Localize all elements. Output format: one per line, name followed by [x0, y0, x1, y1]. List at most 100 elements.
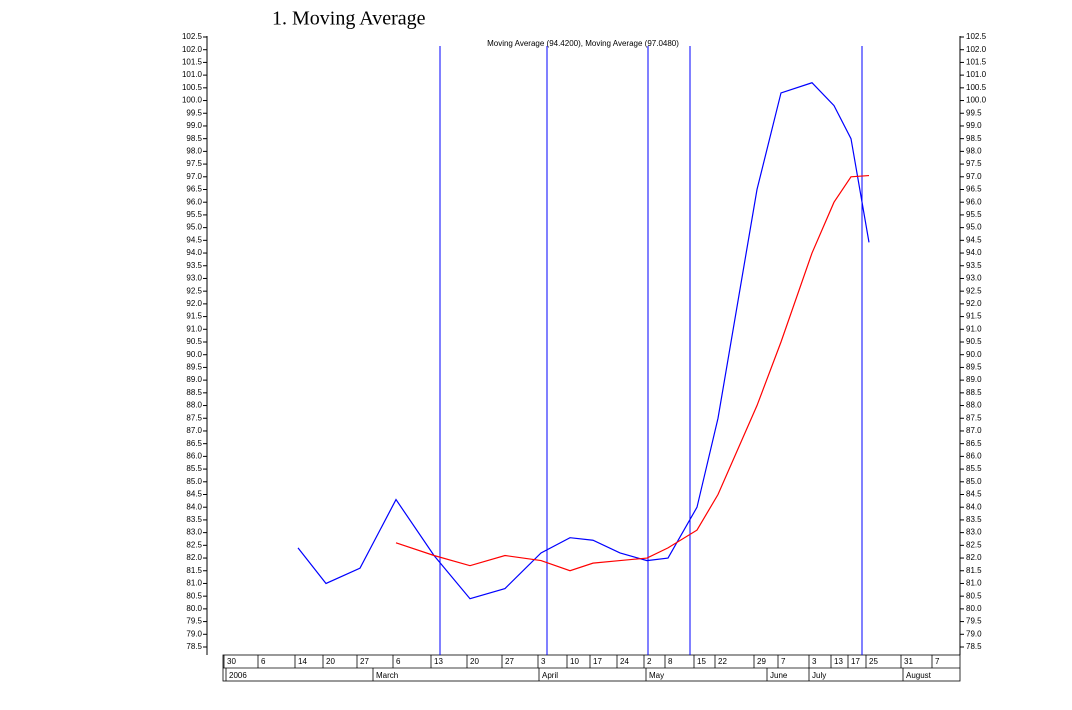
y2-tick-label: 93.5 — [966, 261, 982, 270]
y-tick-label: 81.0 — [186, 579, 202, 588]
x-tick-label: 27 — [360, 657, 369, 666]
y-tick-label: 90.5 — [186, 337, 202, 346]
y-tick-label: 85.5 — [186, 464, 202, 473]
x-tick-label: 24 — [620, 657, 629, 666]
y-tick-label: 87.0 — [186, 426, 202, 435]
x-tick-label: 25 — [869, 657, 878, 666]
y2-tick-label: 85.0 — [966, 477, 982, 486]
month-label: August — [906, 671, 932, 680]
y2-tick-label: 102.0 — [966, 45, 987, 54]
y-tick-label: 84.0 — [186, 502, 202, 511]
x-tick-label: 10 — [570, 657, 579, 666]
series-line — [297, 82, 870, 600]
month-label: July — [812, 671, 826, 680]
x-tick-label: 7 — [935, 657, 940, 666]
y-tick-label: 80.0 — [186, 604, 202, 613]
y-tick-label: 96.0 — [186, 197, 202, 206]
x-tick-label: 15 — [697, 657, 706, 666]
y2-tick-label: 86.5 — [966, 439, 982, 448]
y-tick-label: 92.5 — [186, 286, 202, 295]
y2-tick-label: 96.5 — [966, 185, 982, 194]
y-tick-label: 99.5 — [186, 108, 202, 117]
y-tick-label: 98.0 — [186, 146, 202, 155]
y-tick-label: 92.0 — [186, 299, 202, 308]
x-tick-label: 2 — [647, 657, 652, 666]
y-tick-label: 84.5 — [186, 490, 202, 499]
x-tick-label: 13 — [834, 657, 843, 666]
month-label: May — [649, 671, 664, 680]
y2-tick-label: 99.0 — [966, 121, 982, 130]
y2-tick-label: 90.0 — [966, 350, 982, 359]
heading: 1. Moving Average — [272, 8, 426, 30]
x-tick-label: 17 — [593, 657, 602, 666]
y-tick-label: 79.0 — [186, 629, 202, 638]
y2-tick-label: 83.0 — [966, 528, 982, 537]
y2-tick-label: 88.5 — [966, 388, 982, 397]
x-tick-label: 6 — [261, 657, 266, 666]
y-tick-label: 86.0 — [186, 451, 202, 460]
y-tick-label: 82.0 — [186, 553, 202, 562]
y-tick-label: 95.5 — [186, 210, 202, 219]
x-tick-label: 29 — [757, 657, 766, 666]
y2-tick-label: 90.5 — [966, 337, 982, 346]
y-tick-label: 83.5 — [186, 515, 202, 524]
y-tick-label: 80.5 — [186, 591, 202, 600]
y-tick-label: 91.5 — [186, 312, 202, 321]
y2-tick-label: 98.0 — [966, 146, 982, 155]
y2-tick-label: 92.5 — [966, 286, 982, 295]
y-tick-label: 101.0 — [182, 70, 203, 79]
y2-tick-label: 81.0 — [966, 579, 982, 588]
x-tick-label: 6 — [396, 657, 401, 666]
x-tick-label: 3 — [541, 657, 546, 666]
series-line — [395, 174, 870, 572]
y-tick-label: 83.0 — [186, 528, 202, 537]
x-tick-label: 3 — [812, 657, 817, 666]
y2-tick-label: 100.5 — [966, 83, 987, 92]
month-label: April — [542, 671, 558, 680]
y-tick-label: 102.5 — [182, 32, 203, 41]
y2-tick-label: 101.0 — [966, 70, 987, 79]
y2-tick-label: 97.5 — [966, 159, 982, 168]
y2-tick-label: 80.5 — [966, 591, 982, 600]
y2-tick-label: 95.0 — [966, 223, 982, 232]
y-tick-label: 88.5 — [186, 388, 202, 397]
y2-tick-label: 86.0 — [966, 451, 982, 460]
month-label: March — [376, 671, 398, 680]
x-tick-label: 17 — [851, 657, 860, 666]
y-tick-label: 85.0 — [186, 477, 202, 486]
y-tick-label: 81.5 — [186, 566, 202, 575]
y-tick-label: 101.5 — [182, 58, 203, 67]
x-tick-label: 27 — [505, 657, 514, 666]
y2-tick-label: 94.0 — [966, 248, 982, 257]
y-tick-label: 96.5 — [186, 185, 202, 194]
y2-tick-label: 88.0 — [966, 401, 982, 410]
y-tick-label: 82.5 — [186, 540, 202, 549]
y-tick-label: 78.5 — [186, 642, 202, 651]
y-tick-label: 89.0 — [186, 375, 202, 384]
y2-tick-label: 98.5 — [966, 134, 982, 143]
y2-tick-label: 91.5 — [966, 312, 982, 321]
y-tick-label: 102.0 — [182, 45, 203, 54]
y2-tick-label: 100.0 — [966, 96, 987, 105]
y-tick-label: 98.5 — [186, 134, 202, 143]
x-tick-label: 8 — [668, 657, 673, 666]
y2-tick-label: 85.5 — [966, 464, 982, 473]
month-label: 2006 — [229, 671, 247, 680]
y2-tick-label: 97.0 — [966, 172, 982, 181]
y-tick-label: 95.0 — [186, 223, 202, 232]
y2-tick-label: 82.0 — [966, 553, 982, 562]
y2-tick-label: 80.0 — [966, 604, 982, 613]
y2-tick-label: 89.0 — [966, 375, 982, 384]
y2-tick-label: 87.5 — [966, 413, 982, 422]
y-tick-label: 79.5 — [186, 617, 202, 626]
y-tick-label: 89.5 — [186, 363, 202, 372]
y-tick-label: 97.5 — [186, 159, 202, 168]
y2-tick-label: 89.5 — [966, 363, 982, 372]
y2-tick-label: 81.5 — [966, 566, 982, 575]
x-tick-label: 20 — [326, 657, 335, 666]
y-tick-label: 97.0 — [186, 172, 202, 181]
y-tick-label: 87.5 — [186, 413, 202, 422]
x-tick-label: 22 — [718, 657, 727, 666]
y-tick-label: 91.0 — [186, 324, 202, 333]
y2-tick-label: 84.5 — [966, 490, 982, 499]
